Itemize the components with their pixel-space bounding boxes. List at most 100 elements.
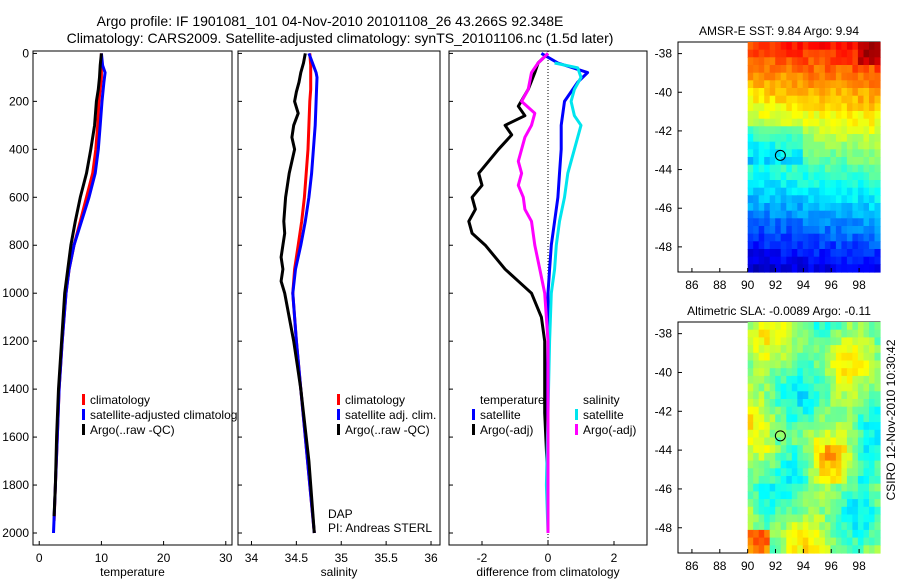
heatmap-cell — [846, 103, 853, 112]
heatmap-cell — [764, 210, 771, 219]
heatmap-cell — [857, 483, 864, 492]
heatmap-cell — [874, 414, 881, 423]
heatmap-cell — [775, 42, 782, 51]
heatmap-cell — [819, 360, 826, 369]
heatmap-cell — [841, 429, 848, 439]
heatmap-cell — [775, 49, 782, 58]
heatmap-cell — [846, 264, 853, 273]
heatmap-cell — [758, 514, 765, 523]
heatmap-cell — [791, 203, 798, 212]
y-tick-label: -40 — [655, 365, 673, 379]
heatmap-cell — [819, 180, 826, 189]
heatmap-cell — [797, 65, 804, 74]
heatmap-cell — [802, 157, 809, 166]
heatmap-cell — [769, 445, 776, 454]
heatmap-cell — [846, 95, 853, 104]
heatmap-cell — [758, 180, 765, 189]
heatmap-cell — [786, 414, 793, 423]
heatmap-cell — [775, 226, 782, 235]
heatmap-cell — [819, 352, 826, 362]
heatmap-cell — [830, 468, 837, 477]
heatmap-cell — [874, 118, 881, 127]
heatmap-cell — [835, 103, 842, 112]
heatmap-cell — [764, 157, 771, 166]
heatmap-cell — [764, 126, 771, 135]
heatmap-cell — [753, 103, 760, 112]
heatmap-cell — [797, 42, 804, 51]
heatmap-cell — [869, 164, 876, 173]
heatmap-cell — [769, 491, 776, 500]
plot-frame — [32, 50, 233, 546]
heatmap-cell — [869, 233, 876, 242]
heatmap-cell — [747, 134, 754, 143]
heatmap-cell — [846, 322, 853, 331]
heatmap-cell — [830, 172, 837, 181]
heatmap-cell — [797, 57, 804, 66]
heatmap-cell — [841, 406, 848, 415]
heatmap-cell — [863, 203, 870, 212]
heatmap-cell — [808, 164, 815, 173]
heatmap-cell — [841, 337, 848, 346]
heatmap-cell — [813, 80, 820, 89]
heatmap-cell — [802, 141, 809, 150]
heatmap-cell — [841, 80, 848, 89]
heatmap-cell — [808, 57, 815, 66]
heatmap-cell — [846, 241, 853, 250]
heatmap-cell — [791, 522, 798, 531]
heatmap-cell — [775, 95, 782, 104]
heatmap-cell — [813, 164, 820, 173]
heatmap-cell — [819, 499, 826, 508]
heatmap-cell — [813, 65, 820, 74]
heatmap-cell — [802, 103, 809, 112]
heatmap-cell — [869, 172, 876, 181]
heatmap-cell — [802, 164, 809, 173]
heatmap-cell — [852, 218, 859, 227]
heatmap-cell — [835, 203, 842, 212]
heatmap-cell — [852, 57, 859, 66]
heatmap-cell — [813, 233, 820, 242]
heatmap-cell — [747, 483, 754, 492]
heatmap-cell — [824, 103, 831, 112]
heatmap-cell — [874, 422, 881, 431]
heatmap-cell — [841, 514, 848, 523]
heatmap-cell — [786, 157, 793, 166]
heatmap-cell — [874, 445, 881, 454]
heatmap-cell — [775, 322, 782, 331]
heatmap-cell — [769, 118, 776, 127]
heatmap-cell — [764, 483, 771, 492]
heatmap-cell — [780, 226, 787, 235]
heatmap-cell — [824, 452, 831, 462]
heatmap-cell — [769, 134, 776, 143]
heatmap-cell — [802, 329, 809, 338]
heatmap-cell — [819, 460, 826, 469]
series-line-argo — [52, 53, 103, 517]
heatmap-cell — [786, 187, 793, 196]
heatmap-cell — [857, 545, 864, 554]
heatmap-cell — [824, 545, 831, 554]
x-tick-label: 30 — [219, 551, 233, 565]
heatmap-cell — [808, 506, 815, 516]
heatmap-cell — [758, 80, 765, 89]
heatmap-cell — [846, 195, 853, 204]
heatmap-cell — [791, 210, 798, 219]
heatmap-cell — [863, 445, 870, 454]
heatmap-cell — [841, 529, 848, 539]
heatmap-cell — [775, 264, 782, 273]
heatmap-cell — [780, 72, 787, 81]
heatmap-cell — [819, 218, 826, 227]
heatmap-cell — [819, 422, 826, 431]
heatmap-cell — [869, 491, 876, 500]
heatmap-cell — [830, 422, 837, 431]
heatmap-cell — [802, 460, 809, 469]
heatmap-cell — [758, 352, 765, 362]
heatmap-cell — [874, 210, 881, 219]
heatmap-cell — [846, 134, 853, 143]
heatmap-cell — [797, 157, 804, 166]
heatmap-cell — [857, 233, 864, 242]
heatmap-cell — [846, 256, 853, 265]
heatmap-cell — [808, 468, 815, 477]
heatmap-cell — [824, 422, 831, 431]
heatmap-cell — [835, 210, 842, 219]
heatmap-cell — [780, 118, 787, 127]
heatmap-cell — [863, 537, 870, 546]
